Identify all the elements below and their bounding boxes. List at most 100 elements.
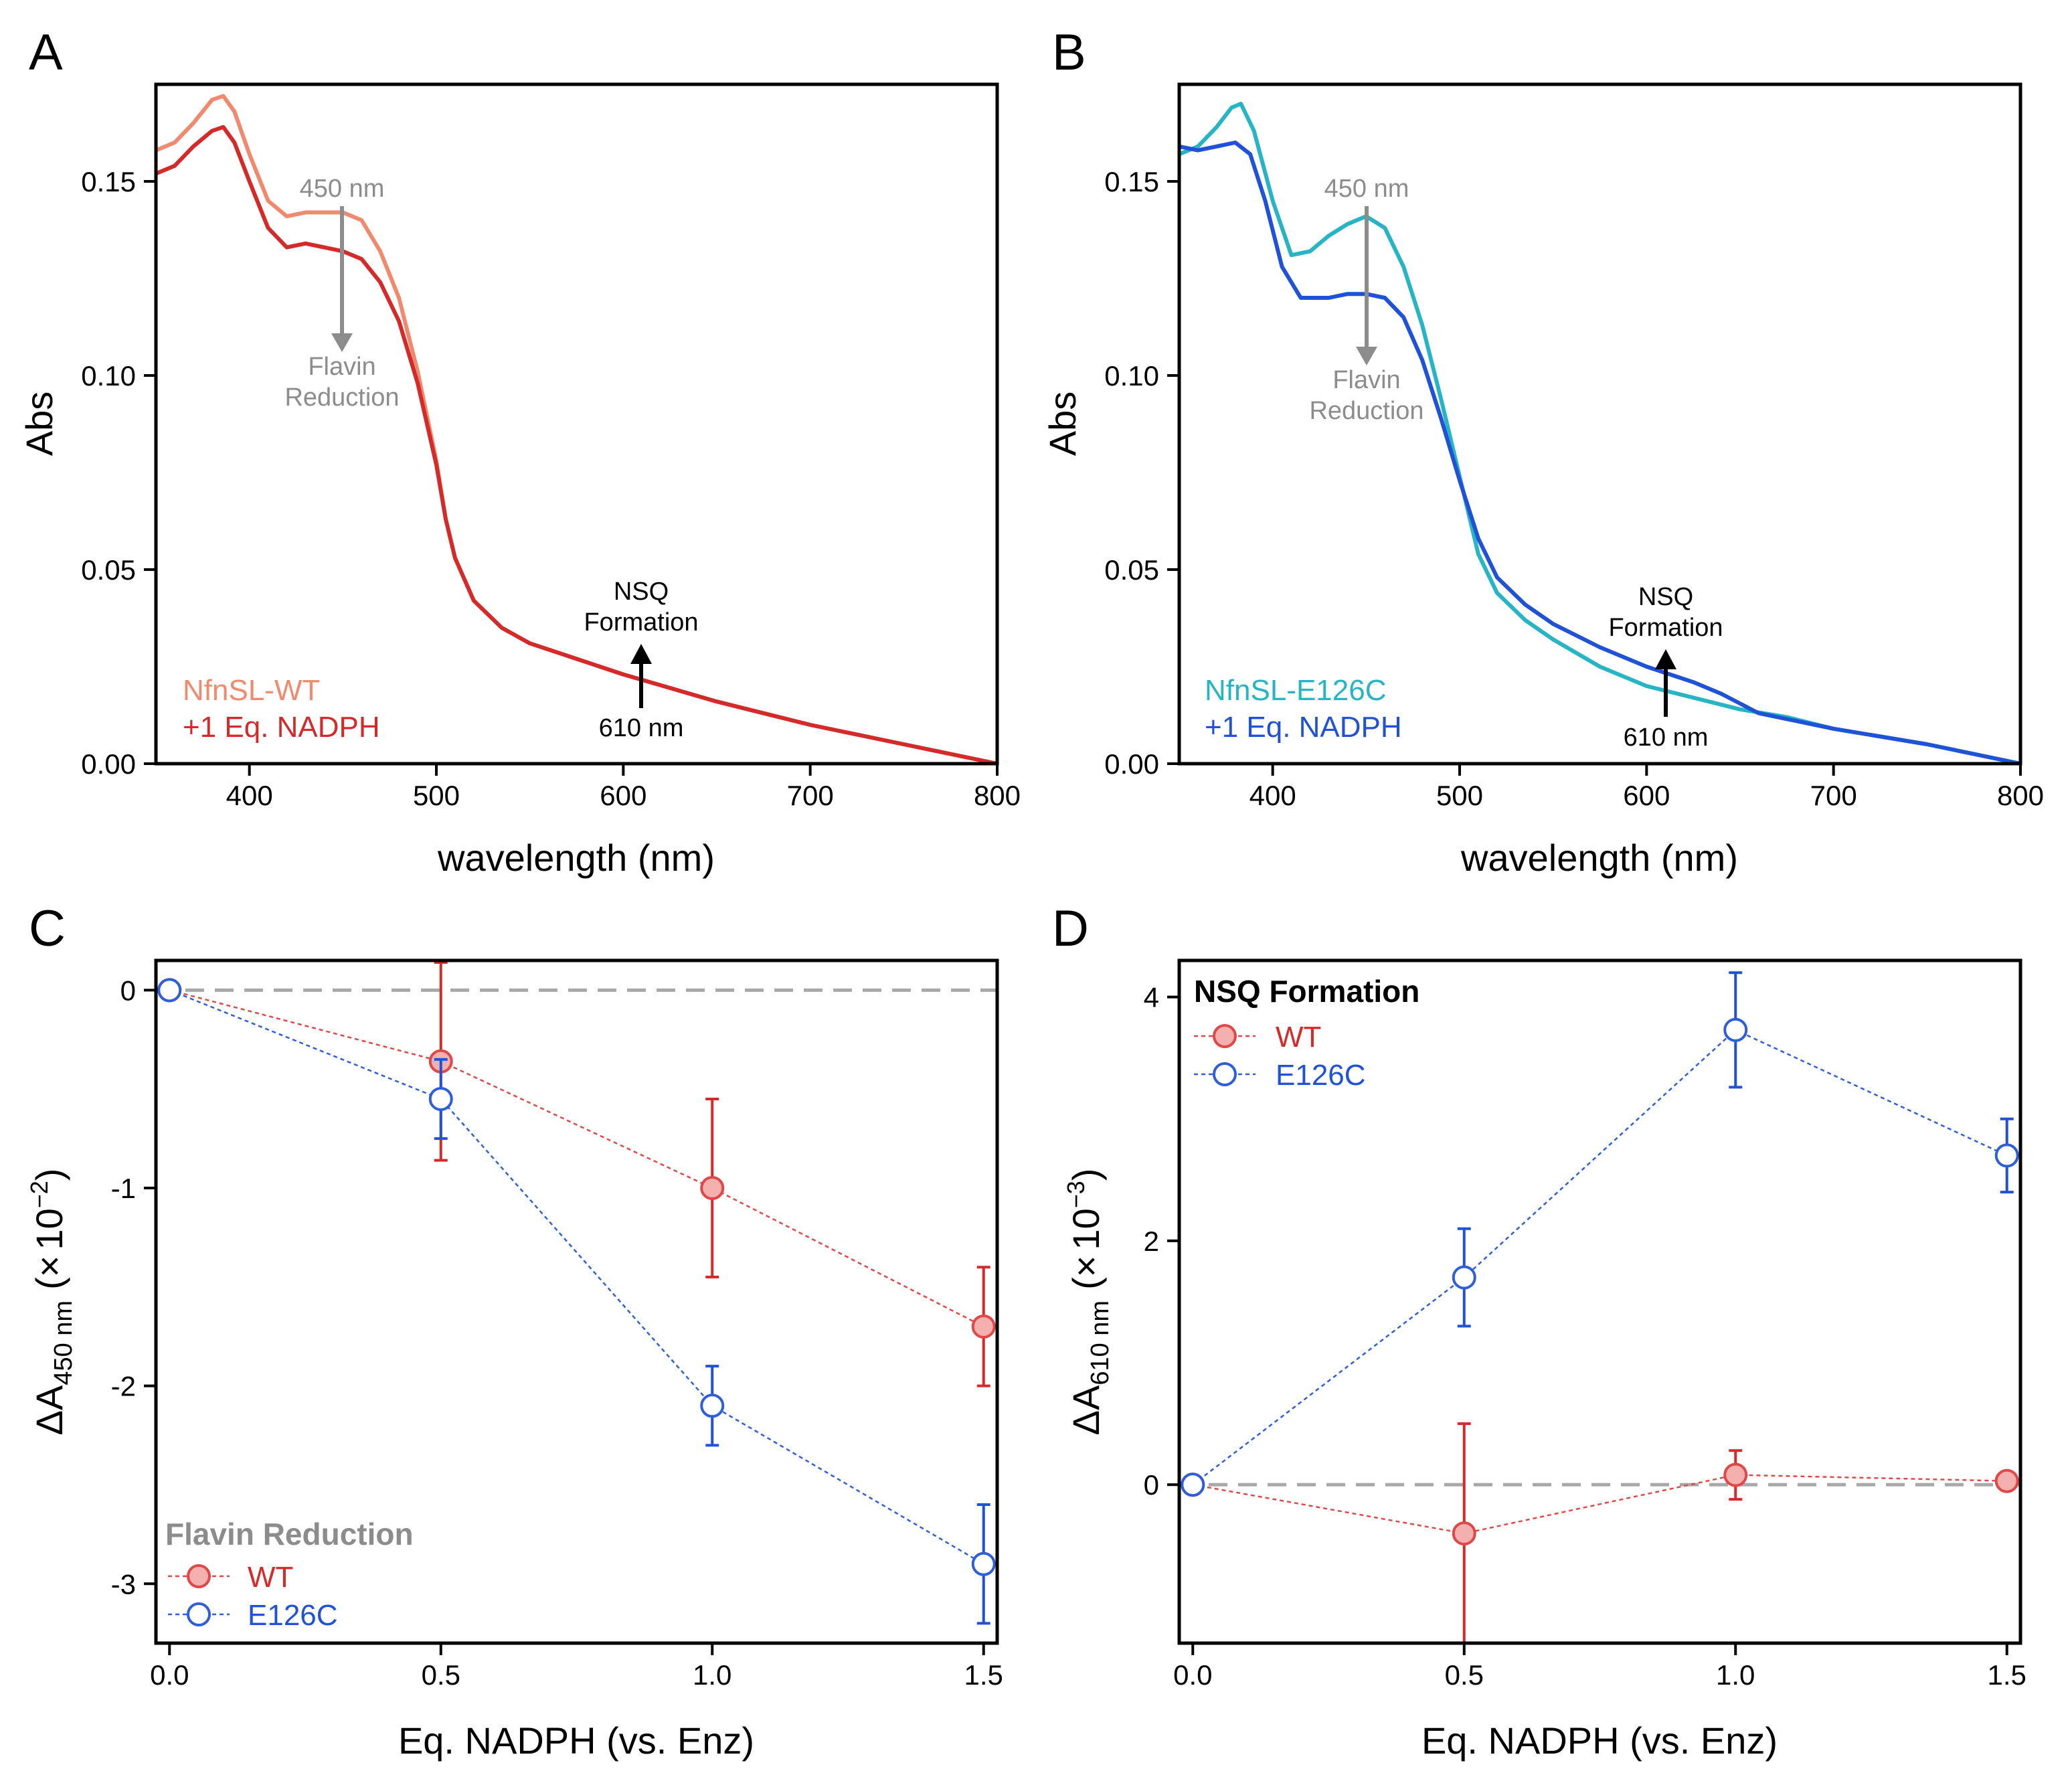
legend-title-d: NSQ Formation: [1194, 974, 1419, 1009]
x-tick-label-a: 600: [600, 780, 646, 811]
x-axis-title-b: wavelength (nm): [1460, 837, 1738, 879]
y-axis-paren-open-d: (: [1065, 1277, 1107, 1290]
y-tick-label-c: -3: [111, 1568, 136, 1600]
legend-item-nfnsl-e126c: NfnSL-E126C: [1205, 674, 1386, 707]
data-point-wt-d: [1452, 1521, 1476, 1546]
flavin-arrow-head-b: [1356, 347, 1377, 365]
panel-label-c: C: [29, 900, 66, 957]
y-tick-label-d: 0: [1144, 1469, 1159, 1501]
x-ticks-b: 400 500 600 700 800: [1249, 764, 2044, 811]
x-ticks-d: 0.0 0.5 1.0 1.5: [1173, 1643, 2026, 1691]
data-point-wt-d: [1723, 1462, 1748, 1487]
x-tick-label-d: 1.5: [1988, 1659, 2026, 1691]
panel-a: A 400 500 600 700 800 0.00 0.05 0.10 0.15 450 n…: [18, 24, 1021, 879]
legend-marker-wt-c: [187, 1564, 211, 1588]
panel-c: C 0.0 0.5 1.0 1.5 0-1-2-3 Flavin Reduction …: [25, 900, 1003, 1762]
y-axis-paren-close-c: ): [28, 1169, 70, 1181]
x-tick-label-a: 400: [226, 780, 273, 811]
y-axis-mult-d: ×: [1065, 1256, 1107, 1278]
legend-marker-wt-d: [1213, 1024, 1237, 1048]
plot-frame-a: [154, 82, 999, 766]
series-line-wt-c: [169, 989, 984, 1328]
legend-wt-c: WT: [168, 1561, 293, 1594]
spectrum-line-b-nadph: [1179, 141, 2021, 766]
x-tick-label-b: 800: [1997, 780, 2044, 811]
annotation-formation-b: Formation: [1608, 614, 1723, 642]
nsq-arrow-head-b: [1655, 649, 1676, 669]
x-tick-label-d: 1.0: [1716, 1659, 1755, 1691]
spectrum-line-a-nadph: [155, 124, 998, 766]
legend-wt-d: WT: [1194, 1021, 1321, 1053]
y-axis-base-c: 10: [28, 1208, 70, 1250]
x-ticks-c: 0.0 0.5 1.0 1.5: [150, 1643, 1003, 1691]
annotation-610nm-b: 610 nm: [1624, 724, 1709, 752]
data-point-e126c-d: [1181, 1472, 1205, 1497]
series-b: [1178, 102, 2021, 766]
y-axis-paren-close-d: ): [1065, 1169, 1107, 1181]
y-tick-label-b: 0.05: [1104, 554, 1159, 586]
panel-label-a: A: [29, 24, 63, 81]
annotation-nsq-a: NSQ: [614, 578, 669, 606]
annotation-formation-a: Formation: [584, 608, 698, 637]
legend-marker-e126c-c: [187, 1602, 211, 1626]
x-tick-label-b: 700: [1810, 780, 1857, 811]
spectrum-line-b-oxidized: [1178, 102, 2021, 766]
annotation-nsq-b: NSQ: [1638, 583, 1693, 611]
y-tick-label-d: 4: [1144, 982, 1159, 1013]
series-d: [1181, 971, 2019, 1644]
y-axis-title-d: ΔA610 nm (× 10−3): [1062, 1169, 1114, 1436]
y-tick-label-b: 0.15: [1104, 166, 1159, 197]
x-tick-label-b: 500: [1436, 780, 1483, 811]
series-line-e126c-c: [169, 989, 984, 1565]
x-tick-label-a: 500: [413, 780, 460, 811]
y-axis-title-b: Abs: [1041, 392, 1084, 456]
plot-frame-c: [154, 958, 999, 1645]
legend-item-nfnsl-wt: NfnSL-WT: [183, 674, 320, 707]
y-axis-paren-open-c: (: [28, 1277, 70, 1290]
data-point-wt-d: [1994, 1468, 2019, 1493]
x-tick-label-d: 0.0: [1173, 1659, 1212, 1691]
plot-frame-d: [1177, 958, 2022, 1645]
y-tick-label-b: 0.00: [1104, 748, 1159, 780]
y-tick-label-c: 0: [120, 975, 136, 1006]
annotation-450nm-b: 450 nm: [1324, 175, 1409, 203]
series-line-e126c-d: [1192, 1029, 2008, 1486]
data-point-wt-c: [971, 1314, 996, 1339]
spectrum-line-a-oxidized: [155, 94, 998, 766]
x-tick-label-c: 1.5: [964, 1659, 1003, 1691]
data-point-e126c-d: [1994, 1143, 2019, 1168]
y-ticks-b: 0.00 0.05 0.10 0.15: [1104, 166, 1179, 780]
plot-frame-b: [1177, 82, 2022, 766]
x-ticks-a: 400 500 600 700 800: [226, 764, 1021, 811]
y-tick-label-a: 0.05: [81, 554, 136, 586]
y-tick-label-c: -1: [111, 1173, 136, 1204]
panel-b: B 400 500 600 700 800 0.00 0.05 0.10 0.15 450 n…: [1041, 24, 2044, 879]
annotation-450nm-a: 450 nm: [300, 175, 385, 203]
series-line-wt-d: [1193, 1474, 2007, 1535]
x-tick-label-c: 0.0: [150, 1659, 189, 1691]
series-a: [155, 94, 998, 766]
data-point-e126c-d: [1452, 1265, 1476, 1290]
x-tick-label-c: 0.5: [422, 1659, 460, 1691]
nsq-arrow-head-a: [630, 644, 652, 664]
legend-e126c-d: E126C: [1194, 1059, 1366, 1092]
legend-label-e126c-c: E126C: [248, 1599, 338, 1632]
y-axis-main-d: ΔA: [1065, 1385, 1107, 1435]
y-axis-sub-c: 450 nm: [50, 1300, 78, 1385]
legend-title-c: Flavin Reduction: [165, 1517, 414, 1551]
y-ticks-a: 0.00 0.05 0.10 0.15: [81, 166, 156, 780]
x-axis-title-c: Eq. NADPH (vs. Enz): [398, 1719, 754, 1762]
x-tick-label-a: 700: [787, 780, 834, 811]
legend-item-nadph-b: +1 Eq. NADPH: [1205, 711, 1402, 744]
flavin-arrow-head-a: [331, 333, 353, 352]
panel-label-d: D: [1052, 900, 1089, 957]
y-axis-main-c: ΔA: [28, 1385, 70, 1435]
legend-label-wt-d: WT: [1276, 1021, 1321, 1053]
y-axis-base-d: 10: [1065, 1208, 1107, 1250]
x-tick-label-c: 1.0: [693, 1659, 731, 1691]
legend-item-nadph-a: +1 Eq. NADPH: [183, 711, 380, 744]
y-tick-label-d: 2: [1144, 1225, 1159, 1257]
data-point-e126c-c: [157, 978, 182, 1003]
y-tick-label-c: -2: [111, 1371, 136, 1402]
y-axis-exp-c: −2: [25, 1181, 53, 1208]
